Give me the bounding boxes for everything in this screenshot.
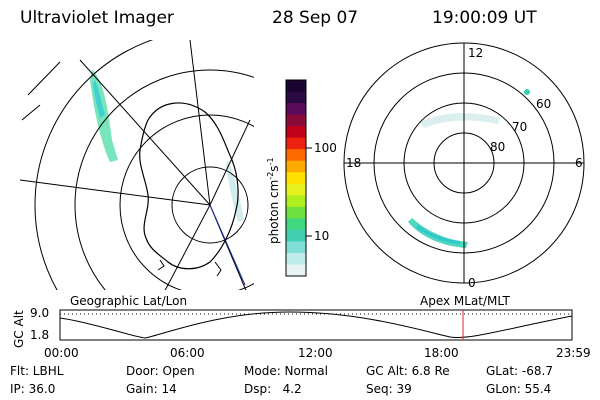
aurora-faint-polar — [420, 113, 500, 128]
colorbar-band — [286, 184, 306, 196]
colorbar-tick-10: 10 — [314, 229, 329, 243]
colorbar-tick-100: 100 — [314, 141, 337, 155]
glon-info: GLon: 55.4 — [486, 382, 551, 396]
door-info: Door: Open — [126, 364, 195, 378]
timeline-xtick-2359: 23:59 — [556, 346, 591, 360]
colorbar-band — [286, 172, 306, 184]
polar-plot — [344, 43, 584, 283]
polar-label-0: 0 — [468, 276, 476, 290]
colorbar-band — [286, 80, 306, 92]
colorbar-band — [286, 126, 306, 138]
ip-info: IP: 36.0 — [10, 382, 55, 396]
right-panel-label: Apex MLat/MLT — [420, 294, 510, 308]
timeline-xtick-0600: 06:00 — [170, 346, 205, 360]
colorbar-band — [286, 230, 306, 242]
colorbar-band — [286, 92, 306, 104]
geographic-map — [20, 30, 385, 380]
colorbar-band — [286, 264, 306, 276]
colorbar-band — [286, 218, 306, 230]
colorbar-band — [286, 253, 306, 265]
timeline-xtick-1800: 18:00 — [424, 346, 459, 360]
polar-label-18: 18 — [346, 156, 361, 170]
timeline-xtick-1200: 12:00 — [298, 346, 333, 360]
gc-alt-info: GC Alt: 6.8 Re — [366, 364, 450, 378]
polar-lat-80: 80 — [490, 140, 505, 154]
colorbar-band — [286, 103, 306, 115]
colorbar-band — [286, 138, 306, 150]
polar-label-12: 12 — [468, 46, 483, 60]
colorbar — [286, 80, 306, 277]
mode-info: Mode: Normal — [244, 364, 328, 378]
gain-info: Gain: 14 — [126, 382, 177, 396]
polar-lat-60: 60 — [536, 97, 551, 111]
colorbar-band — [286, 241, 306, 253]
colorbar-band — [286, 207, 306, 219]
altitude-timeline — [60, 310, 572, 340]
colorbar-label: photon cm-2s-1 — [266, 157, 281, 244]
left-panel-label: Geographic Lat/Lon — [70, 294, 187, 308]
colorbar-band — [286, 149, 306, 161]
timeline-xtick-0000: 00:00 — [44, 346, 79, 360]
polar-lat-70: 70 — [512, 120, 527, 134]
colorbar-band — [286, 161, 306, 173]
timeline-axis-title: GC Alt — [12, 310, 26, 348]
filter-info: Flt: LBHL — [10, 364, 63, 378]
dsp-info: Dsp: 4.2 — [244, 382, 302, 396]
glat-info: GLat: -68.7 — [486, 364, 553, 378]
polar-label-6: 6 — [575, 156, 583, 170]
aurora-spot-polar — [524, 89, 530, 95]
colorbar-band — [286, 115, 306, 127]
timeline-ytick-1: 1.8 — [30, 328, 49, 342]
seq-info: Seq: 39 — [366, 382, 412, 396]
colorbar-band — [286, 195, 306, 207]
timeline-ytick-9: 9.0 — [30, 306, 49, 320]
